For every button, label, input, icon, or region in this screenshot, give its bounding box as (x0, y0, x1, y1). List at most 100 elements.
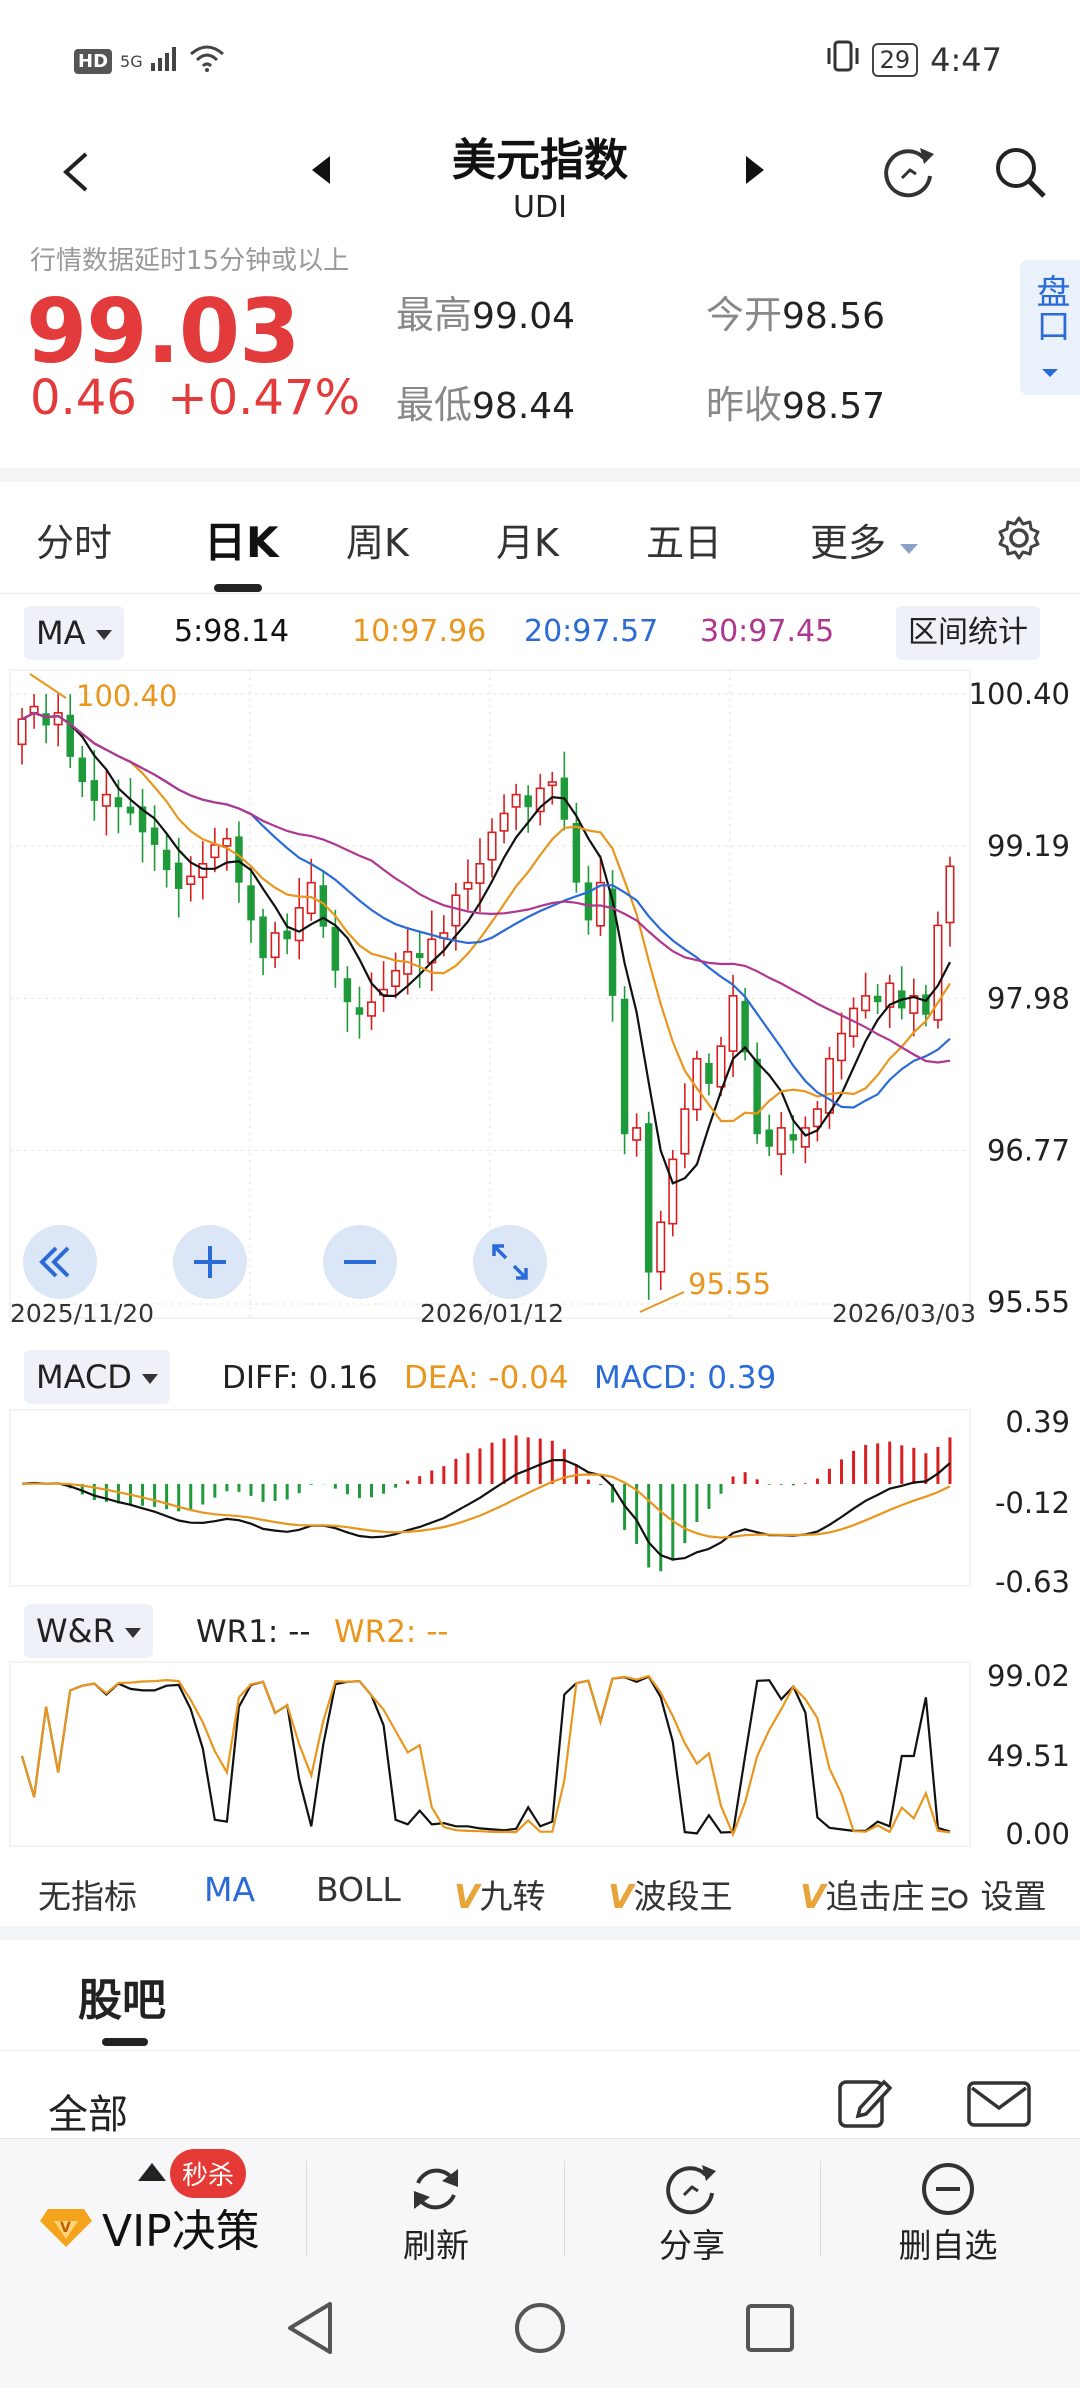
candle-up (824, 1057, 834, 1114)
chart-settings-button[interactable] (995, 514, 1043, 566)
wr-lines (20, 1674, 951, 1838)
dea-value: DEA: -0.04 (404, 1360, 569, 1396)
indicator-none[interactable]: 无指标 (38, 1877, 137, 1916)
candle-down (126, 806, 135, 814)
last-price: 99.03 (26, 280, 300, 383)
macd-chart[interactable]: 0.39 -0.12 -0.63 (0, 1408, 1080, 1596)
remove-watchlist-action[interactable]: 删自选 (868, 2159, 1028, 2267)
stock-name: 美元指数 (452, 135, 628, 186)
stat-prev-close-label: 昨收 (706, 383, 783, 427)
wr-selector[interactable]: W&R (24, 1604, 153, 1658)
price-tick-label: 96.77 (987, 1134, 1070, 1168)
macd-selector[interactable]: MACD (24, 1350, 170, 1404)
stat-open: 今开98.56 (706, 284, 885, 339)
active-tab-indicator (214, 584, 262, 592)
stat-low-value: 98.44 (472, 386, 576, 427)
prev-stock-button[interactable] (308, 150, 332, 194)
triangle-left-icon (312, 156, 330, 184)
fullscreen-button[interactable] (473, 1225, 547, 1299)
tab-five-day[interactable]: 五日 (646, 521, 723, 565)
refresh-action[interactable]: 刷新 (356, 2159, 516, 2267)
candle-down (162, 849, 171, 871)
indicator-jiuzhuan[interactable]: V九转 (454, 1870, 546, 1918)
ma-selector[interactable]: MA (24, 606, 124, 660)
candle-up (366, 1001, 377, 1017)
candle-up (475, 862, 485, 884)
nav-home-icon[interactable] (512, 2300, 568, 2356)
clock: 4:47 (930, 41, 1002, 79)
zoom-in-button[interactable] (173, 1225, 247, 1299)
title-block: 美元指数 UDI (340, 124, 740, 225)
nav-back-icon[interactable] (284, 2300, 336, 2356)
tab-weekly-k[interactable]: 周K (346, 521, 409, 565)
v-badge-icon: V (800, 1877, 826, 1916)
candle-down (415, 953, 424, 959)
share-icon (666, 2165, 716, 2215)
wr1-value: WR1: -- (196, 1614, 311, 1650)
ma5-value: 5:98.14 (174, 614, 290, 649)
candle-down (765, 1129, 773, 1147)
candle-up (487, 831, 497, 861)
candles (17, 694, 955, 1300)
stat-prev-close-value: 98.57 (782, 386, 886, 427)
candle-up (463, 881, 473, 890)
guba-filter-all[interactable]: 全部 (48, 2092, 128, 2138)
tab-daily-k[interactable]: 日K (204, 518, 279, 567)
expand-up-icon[interactable] (138, 2163, 166, 2181)
pankou-button[interactable]: 盘口 (1020, 260, 1080, 395)
back-button[interactable] (48, 142, 108, 202)
indicator-boll[interactable]: BOLL (316, 1870, 401, 1909)
indicator-settings-label: 设置 (980, 1877, 1047, 1916)
indicator-ma[interactable]: MA (204, 1870, 256, 1909)
search-button[interactable] (990, 142, 1050, 206)
nav-recents-icon[interactable] (744, 2302, 796, 2354)
caret-down-icon (900, 544, 919, 554)
candle-up (836, 1032, 847, 1062)
indicator-zhuiji[interactable]: V追击庄 (800, 1870, 925, 1918)
tab-intraday[interactable]: 分时 (36, 521, 113, 565)
compose-post-button[interactable] (836, 2074, 893, 2134)
share-action[interactable]: 分享 (612, 2159, 772, 2267)
vip-label: VIP决策 (102, 2206, 260, 2257)
macd-bars (32, 1435, 952, 1572)
divider (564, 2161, 565, 2257)
divider (0, 468, 1080, 482)
refresh-label: 刷新 (403, 2226, 469, 2265)
candle-down (620, 998, 629, 1135)
macd-tick-label: -0.12 (995, 1486, 1070, 1520)
candle-up (909, 995, 919, 1014)
scroll-back-button[interactable] (23, 1225, 97, 1299)
candle-up (17, 718, 27, 746)
zoom-out-button[interactable] (323, 1225, 397, 1299)
refresh-icon (884, 148, 934, 198)
divider (820, 2161, 821, 2257)
indicator-selector: 无指标 MA BOLL V九转 V波段王 V追击庄 设置 (0, 1850, 1080, 1926)
candle-down (283, 930, 291, 940)
flash-sale-badge[interactable]: 秒杀 (170, 2149, 247, 2198)
tab-monthly-k[interactable]: 月K (496, 521, 559, 565)
vip-decision-button[interactable]: V VIP决策 (40, 2195, 260, 2259)
candle-down (247, 885, 255, 921)
next-stock-button[interactable] (744, 150, 768, 194)
v-badge-icon: V (454, 1877, 480, 1916)
candle-up (101, 793, 111, 807)
stat-open-value: 98.56 (782, 296, 886, 337)
indicator-settings[interactable]: 设置 (924, 1870, 1047, 1918)
network-label: 5G (120, 51, 143, 71)
wr-chart[interactable]: 99.02 49.51 0.00 (0, 1660, 1080, 1848)
indicator-boduanwang[interactable]: V波段王 (608, 1870, 733, 1918)
stat-high-value: 99.04 (472, 296, 576, 337)
tab-more[interactable]: 更多 (810, 512, 920, 567)
candle-down (138, 806, 147, 833)
stat-high: 最高99.04 (396, 284, 575, 339)
refresh-button[interactable] (880, 142, 940, 206)
candle-down (235, 836, 243, 883)
range-stats-button[interactable]: 区间统计 (896, 606, 1040, 660)
ma30-value: 30:97.45 (700, 614, 835, 649)
guba-title[interactable]: 股吧 (78, 1975, 166, 2026)
candle-down (66, 714, 74, 757)
macd-axis: 0.39 -0.12 -0.63 (995, 1408, 1070, 1596)
message-button[interactable] (966, 2080, 1032, 2132)
divider (306, 2161, 307, 2257)
